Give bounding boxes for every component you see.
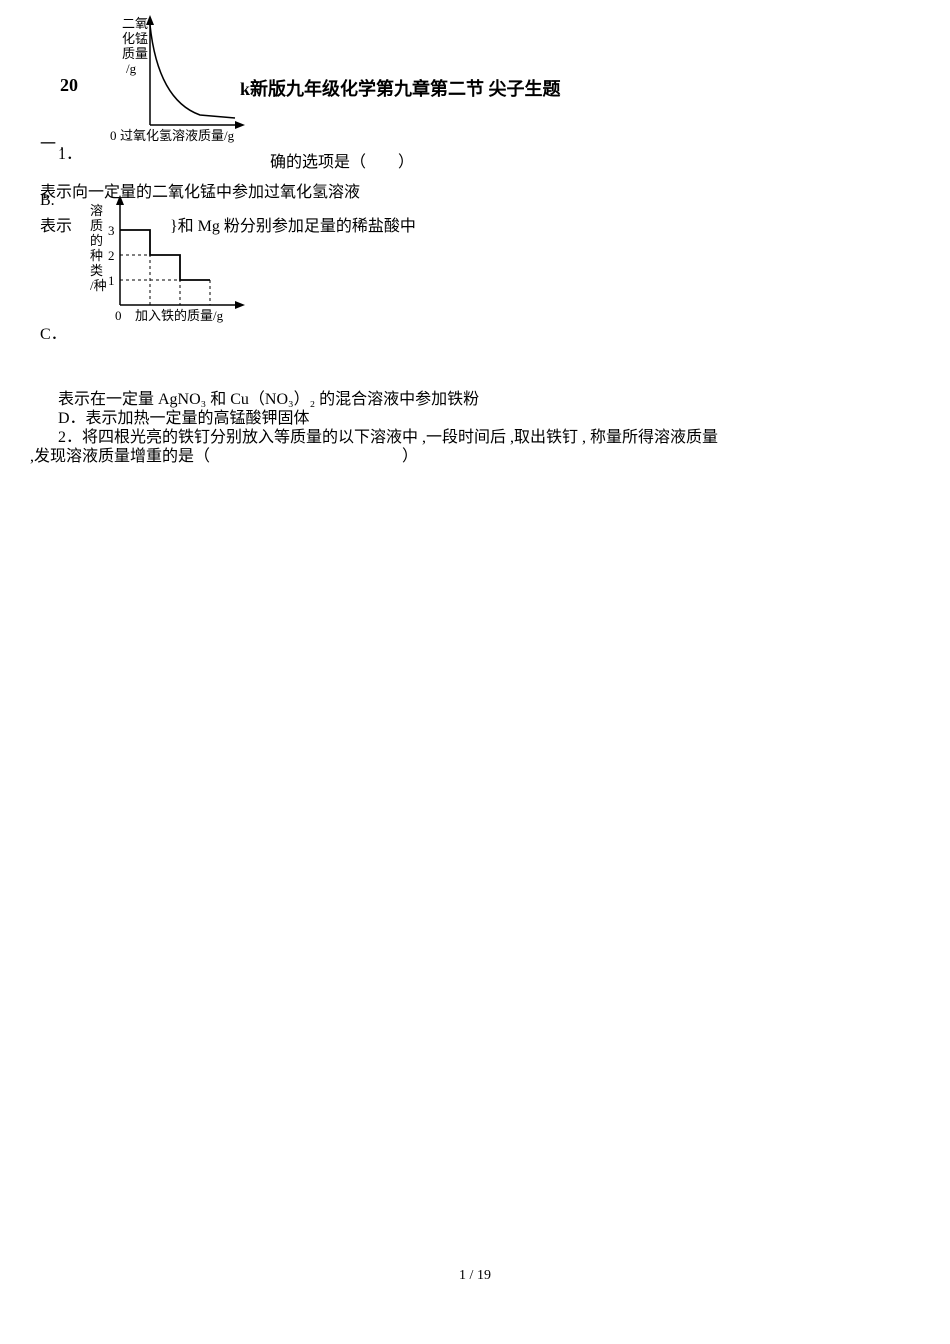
option-c-label: C．: [40, 320, 67, 344]
chart-a-ylabel-3: 质量: [122, 46, 148, 61]
chart-a-xlabel: 过氧化氢溶液质量/g: [120, 128, 235, 143]
chart-b-container: 1 2 3 溶 质 的 种 类 /种 0 加入铁的质量/g: [80, 190, 260, 330]
option-b-label: B.: [40, 192, 55, 210]
chart-b-ylabel-5: 类: [90, 263, 103, 278]
chart-a-svg: 二氧 化锰 质量 /g 0 过氧化氢溶液质量/g: [90, 10, 250, 150]
q2-line2: ,发现溶液质量增重的是（ ）: [30, 442, 418, 466]
title-main: k新版九年级化学第九章第二节 尖子生题: [240, 75, 561, 101]
chart-a-ylabel-2: 化锰: [122, 31, 148, 46]
chart-b-ylabel-3: 的: [90, 233, 103, 248]
chart-b-ylabel-1: 溶: [90, 203, 103, 218]
q1-tail-text: 确的选项是（ ）: [270, 148, 414, 172]
chart-b-xlabel: 加入铁的质量/g: [135, 308, 224, 323]
chart-a-zero: 0: [110, 128, 117, 143]
chart-a-container: 二氧 化锰 质量 /g 0 过氧化氢溶液质量/g: [90, 10, 250, 150]
option-b-text: }和 Mg 粉分别参加足量的稀盐酸中: [170, 212, 416, 236]
chart-b-ylabel-6: /种: [90, 278, 107, 293]
q1-number: 1．: [58, 140, 82, 164]
title-prefix: 20: [60, 75, 78, 96]
page-number: 1 / 19: [459, 1268, 491, 1284]
chart-b-svg: 1 2 3 溶 质 的 种 类 /种 0 加入铁的质量/g: [80, 190, 260, 330]
chart-b-ytick-1: 1: [108, 273, 115, 288]
option-b-prefix: 表示: [40, 212, 72, 236]
chart-b-ytick-2: 2: [108, 248, 115, 263]
chart-b-zero: 0: [115, 308, 122, 323]
chart-a-ylabel-4: /g: [126, 61, 137, 76]
chart-b-ylabel-2: 质: [90, 218, 103, 233]
chart-b-ylabel-4: 种: [90, 248, 103, 263]
chart-b-ytick-3: 3: [108, 223, 115, 238]
chart-a-ylabel-1: 二氧: [122, 16, 148, 31]
option-a-line1: 表示向一定量的二氧化锰中参加过氧化氢溶液: [40, 178, 360, 202]
